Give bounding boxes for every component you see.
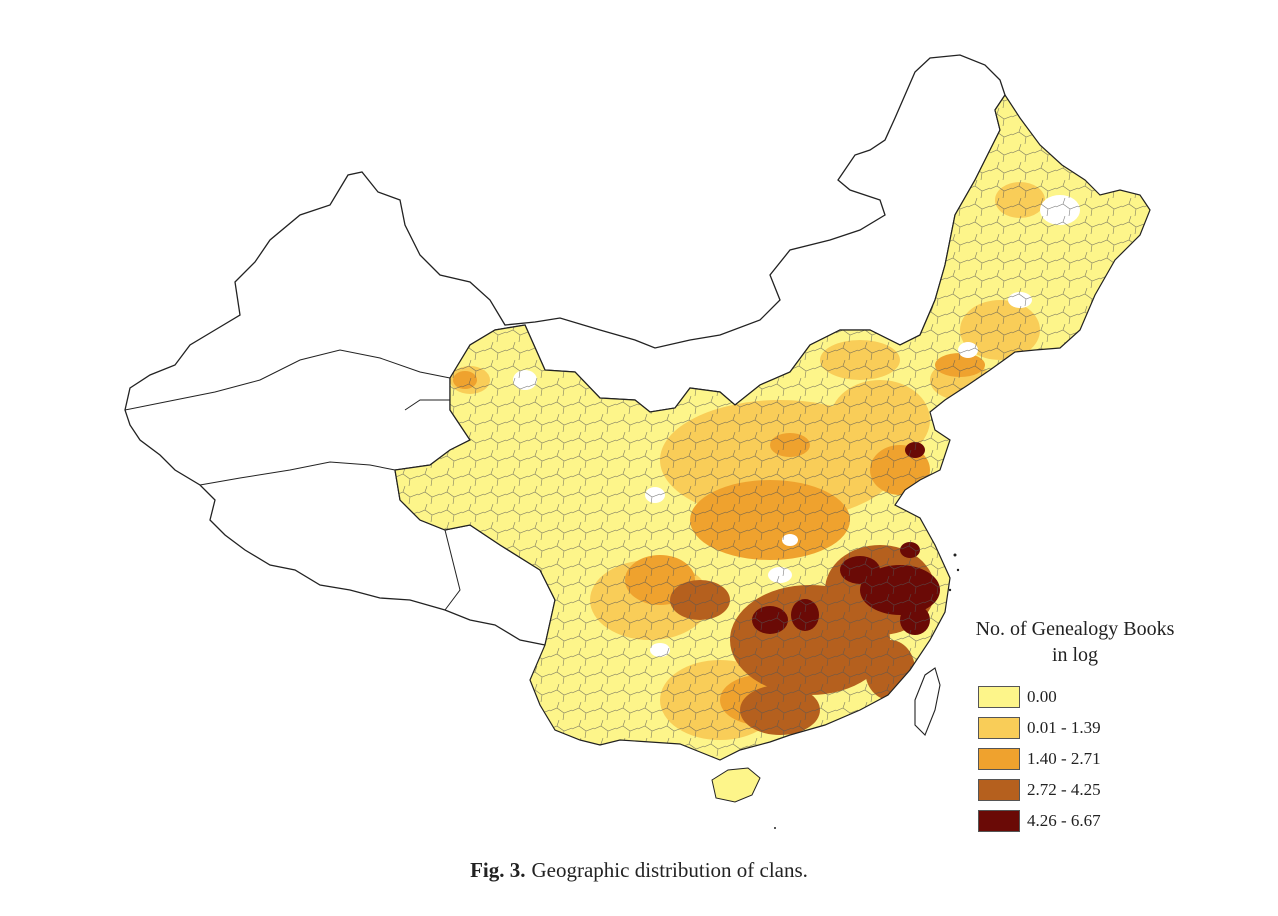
legend-title-line2: in log — [1051, 644, 1099, 666]
taiwan-island — [914, 667, 941, 736]
legend-item: 1.40 - 2.71 — [978, 744, 1101, 774]
legend-swatch — [978, 779, 1020, 801]
china-county-map — [124, 54, 1151, 829]
legend-item: 0.01 - 1.39 — [978, 713, 1101, 743]
legend-title: No. of Genealogy Books in log — [950, 616, 1200, 668]
legend-label: 4.26 - 6.67 — [1027, 811, 1101, 830]
legend-item: 2.72 - 4.25 — [978, 775, 1101, 805]
legend-label: 0.00 — [1027, 687, 1057, 706]
figure-caption: Fig. 3. Geographic distribution of clans. — [0, 858, 1278, 883]
legend-swatch — [978, 686, 1020, 708]
legend-swatch — [978, 748, 1020, 770]
legend-label: 2.72 - 4.25 — [1027, 780, 1101, 799]
figure-caption-text: Geographic distribution of clans. — [531, 858, 808, 882]
legend: 0.00 0.01 - 1.39 1.40 - 2.71 2.72 - 4.25… — [978, 682, 1101, 837]
legend-item: 0.00 — [978, 682, 1101, 712]
legend-label: 1.40 - 2.71 — [1027, 749, 1101, 768]
hainan-island — [711, 767, 761, 803]
legend-label: 0.01 - 1.39 — [1027, 718, 1101, 737]
legend-swatch — [978, 810, 1020, 832]
legend-swatch — [978, 717, 1020, 739]
legend-title-line1: No. of Genealogy Books — [975, 618, 1175, 640]
figure-caption-label: Fig. 3. — [470, 858, 526, 882]
legend-item: 4.26 - 6.67 — [978, 806, 1101, 836]
